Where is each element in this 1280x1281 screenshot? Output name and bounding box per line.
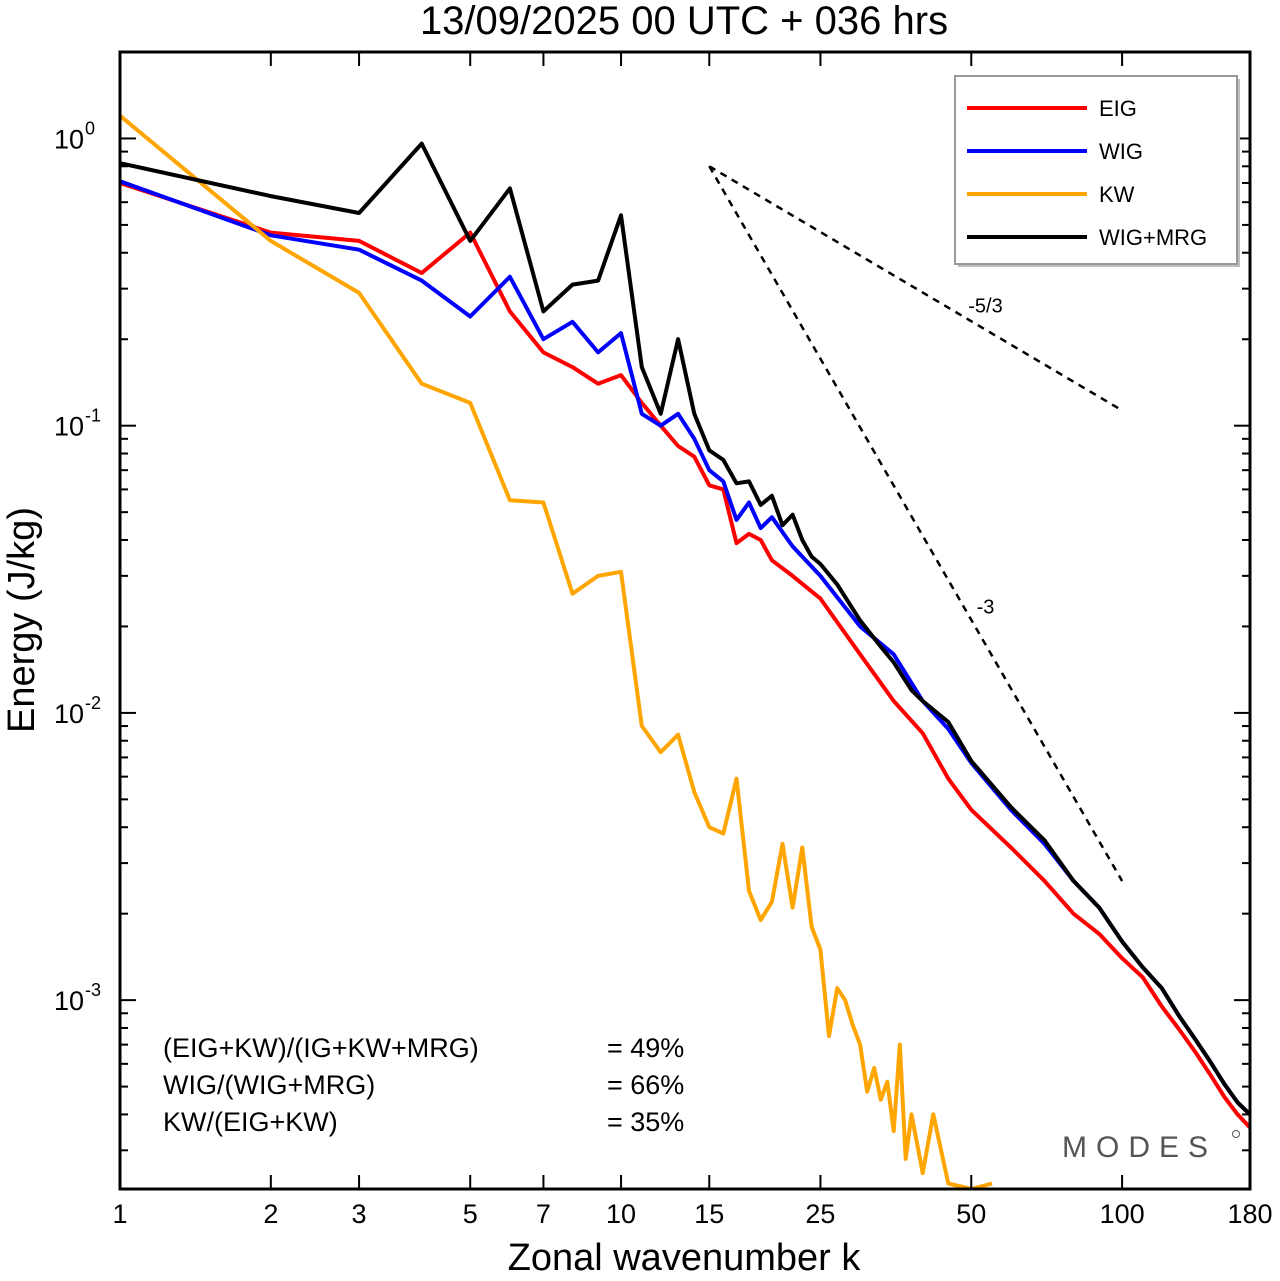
y-tick-label: 10 — [54, 412, 84, 442]
ratio-annotations: (EIG+KW)/(IG+KW+MRG) = 49% WIG/(WIG+MRG) = … — [163, 1033, 684, 1137]
x-tick-label: 7 — [536, 1199, 551, 1229]
y-tick-label: 10 — [54, 986, 84, 1016]
x-tick-label: 10 — [606, 1199, 636, 1229]
y-tick-label: 10 — [54, 124, 84, 154]
y-tick-exponent: 0 — [85, 118, 95, 138]
y-tick-label: 10 — [54, 699, 84, 729]
series-line-wig-mrg — [120, 141, 1250, 1116]
series-line-eig — [120, 181, 1250, 1129]
annotation-value: = 66% — [607, 1070, 684, 1100]
x-tick-label: 1 — [112, 1199, 127, 1229]
series-line-wig — [120, 179, 1250, 1116]
y-tick-exponent: -3 — [85, 980, 101, 1000]
x-tick-label: 3 — [352, 1199, 367, 1229]
series-line-kw — [120, 114, 993, 1189]
annotation-value: = 35% — [607, 1107, 684, 1137]
x-tick-label: 5 — [463, 1199, 478, 1229]
modes-watermark-text: MODES — [1062, 1131, 1217, 1164]
y-tick-exponent: -2 — [85, 693, 101, 713]
slope-label-5-3: -5/3 — [968, 296, 1002, 318]
x-tick-label: 2 — [263, 1199, 278, 1229]
x-tick-label: 50 — [956, 1199, 986, 1229]
annotation-label: WIG/(WIG+MRG) — [163, 1070, 375, 1100]
annotation-label: KW/(EIG+KW) — [163, 1107, 338, 1137]
slope-label-3: -3 — [977, 597, 995, 619]
legend: EIG WIG KW WIG+MRG — [954, 75, 1240, 267]
y-tick-exponent: -1 — [85, 406, 101, 426]
annotation-label: (EIG+KW)/(IG+KW+MRG) — [163, 1033, 479, 1063]
x-tick-label: 15 — [694, 1199, 724, 1229]
x-tick-label: 180 — [1227, 1199, 1272, 1229]
copyright-icon — [1232, 1130, 1240, 1138]
x-tick-label: 25 — [805, 1199, 835, 1229]
x-axis-label: Zonal wavenumber k — [508, 1237, 862, 1279]
chart-title: 13/09/2025 00 UTC + 036 hrs — [420, 0, 948, 43]
slope-line-5-3 — [708, 165, 1123, 412]
legend-label-wig-mrg: WIG+MRG — [1099, 225, 1207, 250]
plot-frame — [118, 50, 1252, 1191]
legend-label-kw: KW — [1099, 182, 1135, 207]
y-axis-label: Energy (J/kg) — [1, 507, 43, 733]
slope-line-3 — [708, 165, 1124, 882]
modes-watermark: MODES — [1062, 1130, 1240, 1164]
legend-label-wig: WIG — [1099, 139, 1143, 164]
annotation-value: = 49% — [607, 1033, 684, 1063]
legend-label-eig: EIG — [1099, 96, 1137, 121]
x-tick-label: 100 — [1100, 1199, 1145, 1229]
